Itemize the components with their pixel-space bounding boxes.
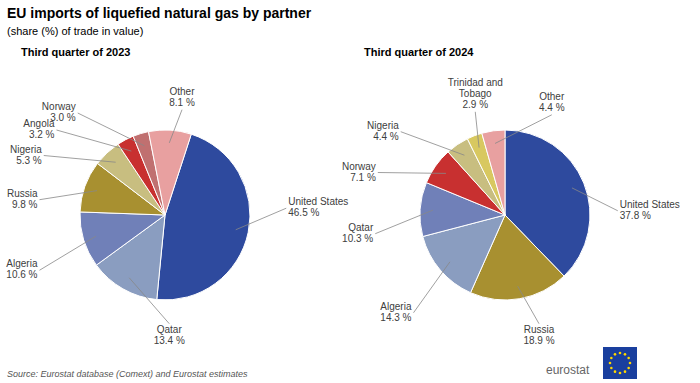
data-label: Nigeria5.3 % xyxy=(10,144,42,166)
data-label-category: United States xyxy=(288,196,348,207)
source: Source: Eurostat database (Comext) and E… xyxy=(7,369,248,379)
data-label-value: 10.6 % xyxy=(6,269,37,280)
logo xyxy=(603,347,637,379)
data-label-category: Russia xyxy=(7,188,38,199)
data-label-value: 4.4 % xyxy=(373,131,399,142)
data-label-value: 5.3 % xyxy=(16,155,42,166)
logo-star xyxy=(610,367,613,370)
leader-line xyxy=(572,188,618,211)
data-label-category: Qatar xyxy=(157,324,183,335)
logo-star xyxy=(619,352,622,355)
leader-line xyxy=(44,156,116,163)
leader-line xyxy=(401,132,465,156)
logo-star xyxy=(624,353,627,356)
data-label-value: 8.1 % xyxy=(169,97,195,108)
data-label: Russia9.8 % xyxy=(7,188,38,210)
panel-title: Third quarter of 2024 xyxy=(364,46,474,58)
subtitle: (share (%) of trade in value) xyxy=(7,25,143,37)
data-label-value: 13.4 % xyxy=(154,335,185,346)
leader-line xyxy=(475,112,479,148)
data-label-value: 2.9 % xyxy=(462,99,488,110)
data-label-category: United States xyxy=(620,199,680,210)
data-label: Trinidad andTobago2.9 % xyxy=(448,77,503,110)
logo-star xyxy=(610,357,613,360)
data-label: United States37.8 % xyxy=(620,199,680,221)
data-label-category: Qatar xyxy=(348,222,374,233)
data-label: United States46.5 % xyxy=(288,196,348,218)
data-label-category: Nigeria xyxy=(10,144,42,155)
data-label-category: Other xyxy=(539,91,565,102)
data-label-category: Trinidad and xyxy=(448,77,503,88)
data-label-category: Russia xyxy=(524,324,555,335)
data-label-value: 9.8 % xyxy=(12,199,38,210)
leader-line xyxy=(375,210,433,234)
logo-star xyxy=(614,353,617,356)
data-label-category: Nigeria xyxy=(367,120,399,131)
leader-line xyxy=(378,172,446,174)
data-label: Nigeria4.4 % xyxy=(367,120,399,142)
data-label-value: 4.4 % xyxy=(539,102,565,113)
data-label-value: 3.0 % xyxy=(50,112,76,123)
data-label: Russia18.9 % xyxy=(523,324,554,346)
data-label-category: Algeria xyxy=(6,258,38,269)
data-label: Qatar10.3 % xyxy=(342,222,374,244)
leader-line xyxy=(236,208,287,230)
data-label: Algeria10.6 % xyxy=(6,258,38,280)
pie: United States37.8 % Russia18.9 % Algeria14… xyxy=(342,77,680,346)
leader-line xyxy=(129,278,169,324)
data-label: Norway7.1 % xyxy=(342,161,376,183)
data-label: Other8.1 % xyxy=(169,86,195,108)
leader-line xyxy=(40,236,96,270)
panel-title: Third quarter of 2023 xyxy=(21,46,130,58)
data-label-value: 14.3 % xyxy=(380,312,411,323)
chart: EU imports of liquefied natural gas by p… xyxy=(0,0,700,383)
logo-text: eurostat xyxy=(546,363,590,377)
leader-line xyxy=(57,130,132,151)
data-label-category: Other xyxy=(169,86,195,97)
logo-star xyxy=(619,372,622,375)
data-label-category: Tobago xyxy=(459,88,492,99)
data-label-value: 37.8 % xyxy=(620,210,651,221)
logo-star xyxy=(627,367,630,370)
data-label: Other4.4 % xyxy=(539,91,565,113)
pie-slice xyxy=(482,130,505,215)
data-label: Algeria14.3 % xyxy=(380,301,412,323)
leader-line xyxy=(78,113,145,146)
title: EU imports of liquefied natural gas by p… xyxy=(7,5,312,21)
data-label-value: 46.5 % xyxy=(288,207,319,218)
logo-star xyxy=(614,370,617,373)
data-label-category: Norway xyxy=(342,161,376,172)
data-label-category: Algeria xyxy=(380,301,412,312)
data-label-value: 18.9 % xyxy=(523,335,554,346)
logo-star xyxy=(624,370,627,373)
data-label-value: 7.1 % xyxy=(350,172,376,183)
logo-star xyxy=(629,362,632,365)
leader-line xyxy=(414,262,450,313)
data-label-category: Norway xyxy=(42,101,76,112)
data-label: Qatar13.4 % xyxy=(154,324,185,346)
logo-star xyxy=(609,362,612,365)
data-label-value: 3.2 % xyxy=(29,129,55,140)
leader-line xyxy=(518,286,539,324)
leader-line xyxy=(495,115,552,144)
pie-slice xyxy=(149,130,192,215)
leader-line xyxy=(169,110,182,143)
pie: United States46.5 % Qatar13.4 % Algeria10.… xyxy=(6,86,348,346)
data-label: Norway3.0 % xyxy=(42,101,76,123)
leader-line xyxy=(40,191,97,200)
logo-background xyxy=(603,347,637,379)
logo-star xyxy=(627,357,630,360)
data-label-value: 10.3 % xyxy=(342,233,373,244)
